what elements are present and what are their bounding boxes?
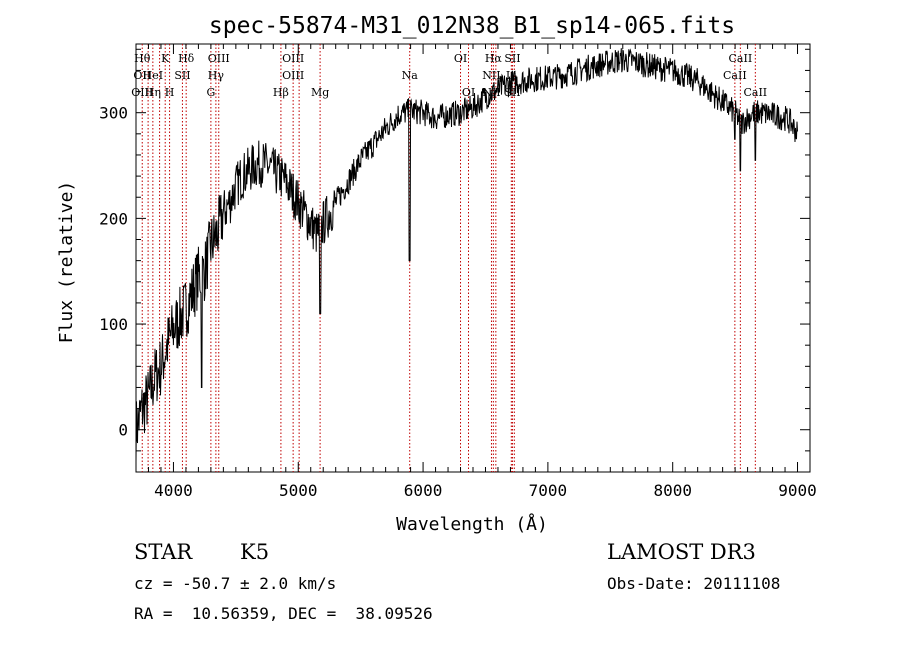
spectral-line-label: SII xyxy=(504,52,520,65)
y-tick-label: 100 xyxy=(99,315,128,334)
spectral-line-label: Hα xyxy=(485,52,503,65)
object-subclass: K5 xyxy=(240,540,270,564)
spectral-line-label: SII xyxy=(174,69,190,82)
y-axis-label: Flux (relative) xyxy=(56,181,77,344)
spectral-line-label: Na xyxy=(402,69,419,82)
y-tick-label: 300 xyxy=(99,104,128,123)
spectral-line-label: K xyxy=(161,52,170,65)
spectral-line-label: CaII xyxy=(723,69,747,82)
spectral-line-label: Hδ xyxy=(178,52,195,65)
spectral-line-label: OI xyxy=(462,86,475,99)
spectral-line-label: HeI xyxy=(143,69,163,82)
spectral-line-label: NII xyxy=(482,86,500,99)
y-tick-label: 200 xyxy=(99,209,128,228)
x-tick-label: 5000 xyxy=(279,481,318,500)
spectral-line-label: NII xyxy=(482,69,500,82)
observation-date: Obs-Date: 20111108 xyxy=(607,574,781,593)
flux-series-line xyxy=(135,48,798,462)
survey-name: LAMOST DR3 xyxy=(607,540,756,564)
spectral-line-label: OI xyxy=(454,52,467,65)
spectral-line-label: OIII xyxy=(131,86,153,99)
spectral-line-label: OII xyxy=(133,69,151,82)
x-tick-label: 4000 xyxy=(154,481,193,500)
x-tick-label: 6000 xyxy=(404,481,443,500)
spectral-line-label: Hγ xyxy=(208,69,225,82)
spectral-line-label: Hθ xyxy=(134,52,151,65)
y-tick-label: 0 xyxy=(118,421,128,440)
object-class: STAR xyxy=(134,540,193,564)
x-axis-label: Wavelength (Å) xyxy=(396,513,548,535)
x-tick-label: 9000 xyxy=(778,481,817,500)
spectral-line-label: OIII xyxy=(208,52,230,65)
spectral-line-label: OIII xyxy=(282,69,304,82)
spectral-line-label: G xyxy=(206,86,215,99)
spectral-line-label: OIII xyxy=(282,52,304,65)
spectral-line-label: SII xyxy=(504,86,520,99)
redshift-velocity: cz = -50.7 ± 2.0 km/s xyxy=(134,574,337,593)
spectral-line-label: CaII xyxy=(743,86,767,99)
spectral-line-label: CaII xyxy=(729,52,753,65)
chart-title: spec-55874-M31_012N38_B1_sp14-065.fits xyxy=(209,13,735,39)
x-tick-label: 7000 xyxy=(529,481,568,500)
spectral-line-label: Hη xyxy=(145,86,161,99)
spectral-line-label: H xyxy=(165,86,175,99)
coordinates: RA = 10.56359, DEC = 38.09526 xyxy=(134,604,433,623)
spectral-line-label: Mg xyxy=(311,86,329,99)
x-tick-label: 8000 xyxy=(653,481,692,500)
spectral-line-label: Hβ xyxy=(273,86,289,99)
spectral-line-label: Li xyxy=(506,69,517,82)
